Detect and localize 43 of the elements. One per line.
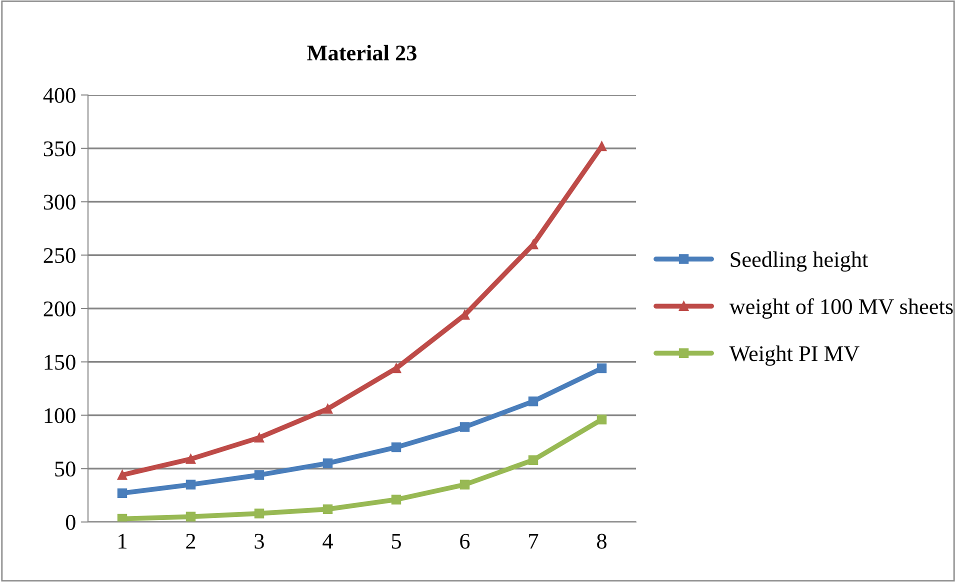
y-tick-label: 50 <box>55 462 76 477</box>
point <box>322 504 333 514</box>
point <box>528 396 538 406</box>
y-tick-label: 350 <box>44 141 76 156</box>
point <box>460 480 470 490</box>
legend-label: Seedling height <box>730 251 868 272</box>
y-tick-label: 300 <box>44 194 76 210</box>
y-tick-label: 400 <box>43 88 76 103</box>
point <box>117 488 128 498</box>
legend-label: Weight PI MV <box>729 346 860 366</box>
point <box>596 363 607 374</box>
point <box>186 480 196 490</box>
y-tick-label: 200 <box>44 301 76 316</box>
point <box>596 141 607 152</box>
point <box>528 455 538 465</box>
point <box>322 404 333 414</box>
x-tick-label: 7 <box>529 534 538 549</box>
point <box>391 494 402 504</box>
chart-title: Material 23 <box>307 44 416 60</box>
y-tick-label: 150 <box>44 354 76 370</box>
point <box>117 470 128 480</box>
point <box>596 414 607 424</box>
y-tick-label: 250 <box>44 248 76 264</box>
point <box>186 512 196 522</box>
y-tick-label: 0 <box>66 514 76 530</box>
point <box>460 422 470 432</box>
legend-label: weight of 100 MV sheets <box>729 298 953 319</box>
x-tick-label: 2 <box>186 534 196 549</box>
point <box>322 458 333 468</box>
x-tick-label: 4 <box>322 534 333 549</box>
x-tick-label: 1 <box>118 534 126 549</box>
y-tick-label: 100 <box>44 408 76 424</box>
point <box>391 442 402 452</box>
x-tick-label: 6 <box>460 534 470 549</box>
point <box>186 454 196 464</box>
x-tick-label: 8 <box>597 534 606 549</box>
point <box>391 363 402 374</box>
x-tick-label: 3 <box>254 534 264 549</box>
x-tick-label: 5 <box>392 534 401 549</box>
point <box>254 432 264 443</box>
point <box>117 514 128 522</box>
point <box>254 508 264 518</box>
point <box>254 470 264 480</box>
